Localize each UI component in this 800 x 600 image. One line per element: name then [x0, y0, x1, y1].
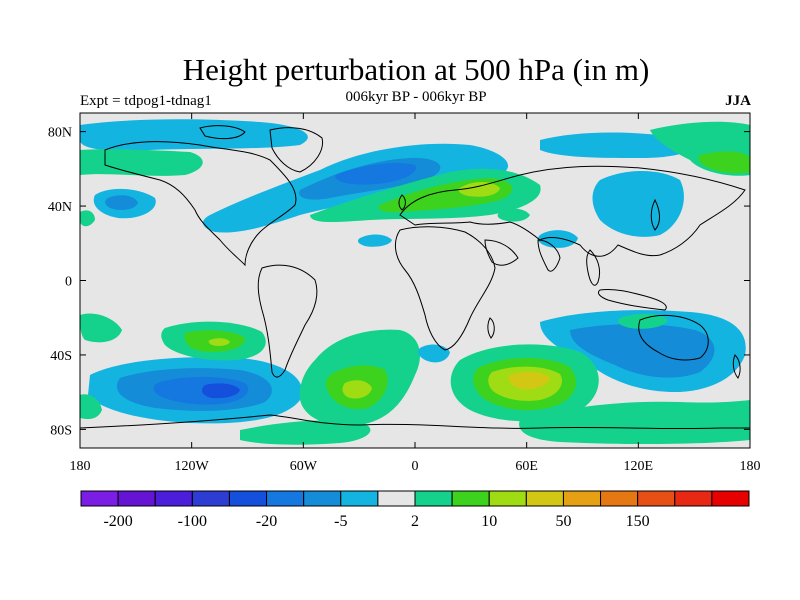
- colorbar-label: 150: [626, 513, 650, 530]
- colorbar-label: -200: [103, 513, 132, 530]
- colorbar-swatch: [191, 490, 230, 507]
- contour-region: [698, 151, 750, 174]
- coastline: [257, 264, 318, 378]
- contour-region: [80, 119, 308, 151]
- y-tick-label: 0: [65, 275, 72, 290]
- x-tick-label: 60E: [515, 459, 538, 474]
- colorbar-swatch: [451, 490, 490, 507]
- coastline: [269, 127, 324, 173]
- x-tick-label: 120W: [175, 459, 210, 474]
- coastline: [732, 354, 741, 379]
- contour-region: [508, 372, 550, 390]
- colorbar-swatch: [228, 490, 268, 507]
- colorbar-swatch: [525, 490, 564, 507]
- contour-region: [458, 182, 500, 197]
- contour-region: [417, 344, 450, 363]
- x-tick-label: 180: [70, 459, 91, 474]
- colorbar-swatch: [562, 490, 602, 507]
- x-tick-label: 180: [740, 459, 761, 474]
- y-tick-label: 80N: [48, 126, 72, 141]
- map-title: Height perturbation at 500 hPa (in m): [182, 52, 650, 87]
- contour-region: [105, 195, 138, 211]
- coastline: [586, 249, 601, 286]
- contour-region: [201, 383, 240, 399]
- coastline-layer: [80, 125, 750, 430]
- colorbar-swatch: [117, 490, 156, 507]
- coastline: [650, 198, 660, 231]
- coastline: [394, 226, 496, 351]
- contour-region: [80, 149, 203, 176]
- colorbar-label: 2: [411, 513, 419, 530]
- season-label: JJA: [725, 93, 751, 109]
- colorbar-label: -5: [334, 513, 347, 530]
- x-tick-label: 0: [412, 459, 419, 474]
- coastline: [398, 194, 406, 211]
- experiment-label: Expt = tdpog1-tdnag1: [80, 93, 212, 109]
- colorbar-swatch: [488, 490, 527, 507]
- y-tick-label: 80S: [50, 423, 72, 438]
- contour-region: [540, 132, 693, 158]
- colorbar-swatch: [711, 490, 750, 507]
- contour-region: [80, 210, 95, 227]
- coastline: [537, 239, 561, 272]
- colorbar-swatch: [266, 490, 305, 507]
- coastline: [199, 125, 246, 140]
- x-tick-label: 60W: [290, 459, 318, 474]
- colorbar: -200 -100 -20 -5 2 10 50 150: [80, 490, 750, 530]
- x-axis: 180 120W 60W 0 60E 120E 180: [70, 113, 761, 474]
- contour-region: [497, 208, 530, 222]
- coastline: [638, 315, 709, 361]
- contour-region: [592, 171, 684, 237]
- colorbar-label: 50: [555, 513, 571, 530]
- contour-region: [570, 324, 715, 378]
- colorbar-label: -100: [178, 513, 207, 530]
- colorbar-swatch: [377, 490, 416, 507]
- contour-region: [335, 163, 416, 185]
- colorbar-label: 10: [481, 513, 497, 530]
- colorbar-swatch: [414, 490, 453, 507]
- contour-region: [208, 338, 230, 346]
- coastline: [80, 414, 750, 430]
- period-label: 006kyr BP - 006kyr BP: [345, 89, 487, 105]
- coastline: [399, 165, 746, 257]
- coastline: [597, 289, 667, 311]
- colorbar-swatch: [340, 490, 379, 507]
- y-axis: 80N 40N 0 40S 80S: [48, 126, 750, 438]
- contour-region: [80, 313, 122, 343]
- contour-region: [240, 420, 371, 445]
- contour-region: [342, 380, 372, 399]
- contour-region: [538, 230, 578, 248]
- colorbar-swatch: [600, 490, 639, 507]
- contour-region: [357, 234, 392, 247]
- colorbar-swatch: [637, 490, 676, 507]
- contour-region: [618, 313, 668, 329]
- colorbar-swatch: [154, 490, 193, 507]
- colorbar-swatch: [80, 490, 119, 507]
- contour-region: [80, 394, 102, 420]
- colorbar-swatch: [674, 490, 713, 507]
- y-tick-label: 40S: [50, 349, 72, 364]
- colorbar-swatch: [303, 490, 342, 507]
- colorbar-label: -20: [256, 513, 277, 530]
- y-tick-label: 40N: [48, 200, 72, 215]
- coastline: [487, 317, 495, 339]
- coastline: [104, 141, 297, 267]
- coastline: [484, 239, 519, 266]
- x-tick-label: 120E: [624, 459, 654, 474]
